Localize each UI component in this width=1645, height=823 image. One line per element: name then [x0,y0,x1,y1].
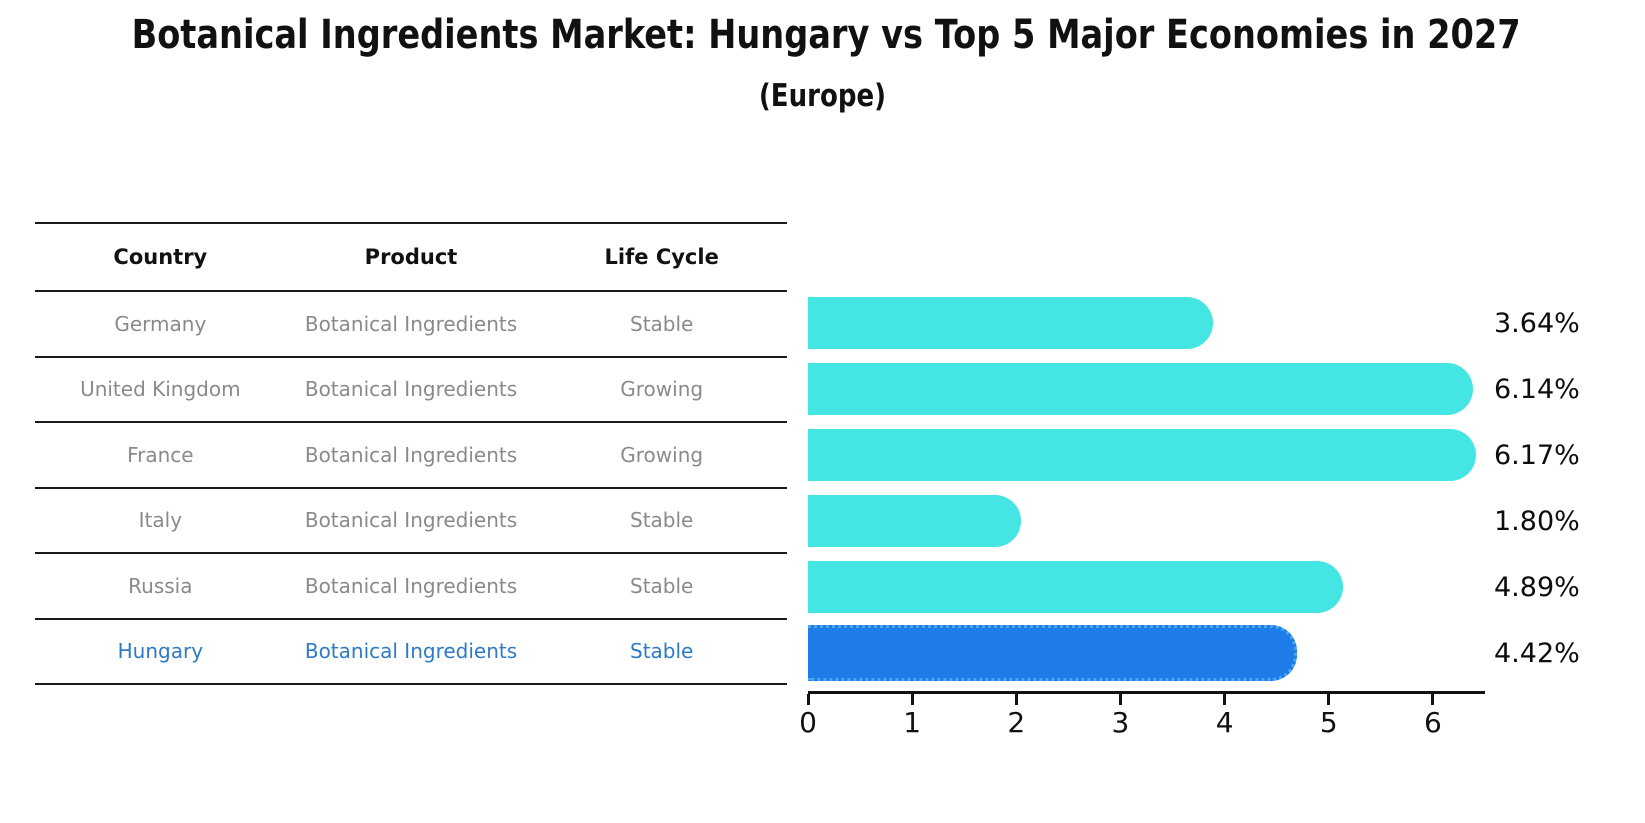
cell-country: Hungary [117,639,204,664]
cell-lifecycle: Stable [630,573,694,598]
tick-mark [1431,694,1435,705]
bar-france [808,429,1476,481]
cell-lifecycle: Stable [630,311,694,336]
tick-label: 5 [1319,706,1338,739]
tick-label: 1 [903,706,922,739]
cell-product: Botanical Ingredients [304,377,518,402]
cell-country: United Kingdom [80,377,241,402]
cell-country: Russia [128,573,193,598]
table-row-hungary: Hungary Botanical Ingredients Stable [35,620,787,685]
page-subtitle: (Europe) [758,78,887,114]
tick-mark [1014,694,1018,705]
x-axis-line [808,691,1485,694]
cell-country: France [127,442,194,467]
country-table: Country Product Life Cycle Germany Botan… [35,222,787,685]
tick-mark [910,694,914,705]
tick-mark [1223,694,1227,705]
cell-lifecycle: Stable [630,508,694,533]
cell-lifecycle: Stable [630,639,694,664]
cell-lifecycle: Growing [620,442,704,467]
table-row-italy: Italy Botanical Ingredients Stable [35,489,787,554]
page-title: Botanical Ingredients Market: Hungary vs… [131,12,1521,58]
cell-product: Botanical Ingredients [304,639,518,664]
value-label-column: 3.64% 6.14% 6.17% 1.80% 4.89% 4.42% [1494,290,1644,686]
cell-country: Germany [114,311,207,336]
tick-mark [806,694,810,705]
column-header-country: Country [113,245,208,269]
value-label-italy: 1.80% [1494,505,1580,537]
bar-united-kingdom [808,363,1473,415]
column-header-product: Product [364,245,458,269]
table-row-france: France Botanical Ingredients Growing [35,423,787,489]
value-label-russia: 4.89% [1494,571,1580,603]
tick-label: 4 [1215,706,1234,739]
column-header-lifecycle: Life Cycle [604,245,719,269]
cell-product: Botanical Ingredients [304,573,518,598]
table-row-united-kingdom: United Kingdom Botanical Ingredients Gro… [35,358,787,423]
table-row-germany: Germany Botanical Ingredients Stable [35,292,787,358]
value-label-united-kingdom: 6.14% [1494,373,1580,405]
bar-germany [808,297,1213,349]
tick-label: 2 [1007,706,1026,739]
tick-label: 3 [1111,706,1130,739]
table-row-russia: Russia Botanical Ingredients Stable [35,554,787,620]
cell-country: Italy [138,508,183,533]
x-axis: 0 1 2 3 4 5 6 [799,691,1485,751]
tick-label: 6 [1424,706,1442,739]
bar-chart [808,290,1484,686]
cell-product: Botanical Ingredients [304,311,518,336]
bar-hungary [808,625,1297,681]
bar-italy [808,495,1022,547]
tick-mark [1327,694,1331,705]
bar-russia [808,561,1343,613]
cell-lifecycle: Growing [620,377,704,402]
value-label-germany: 3.64% [1494,307,1580,339]
value-label-france: 6.17% [1494,439,1580,471]
cell-product: Botanical Ingredients [304,442,518,467]
tick-label: 0 [799,706,817,739]
value-label-hungary: 4.42% [1494,637,1580,669]
tick-mark [1118,694,1122,705]
table-header-row: Country Product Life Cycle [35,224,787,292]
cell-product: Botanical Ingredients [304,508,518,533]
